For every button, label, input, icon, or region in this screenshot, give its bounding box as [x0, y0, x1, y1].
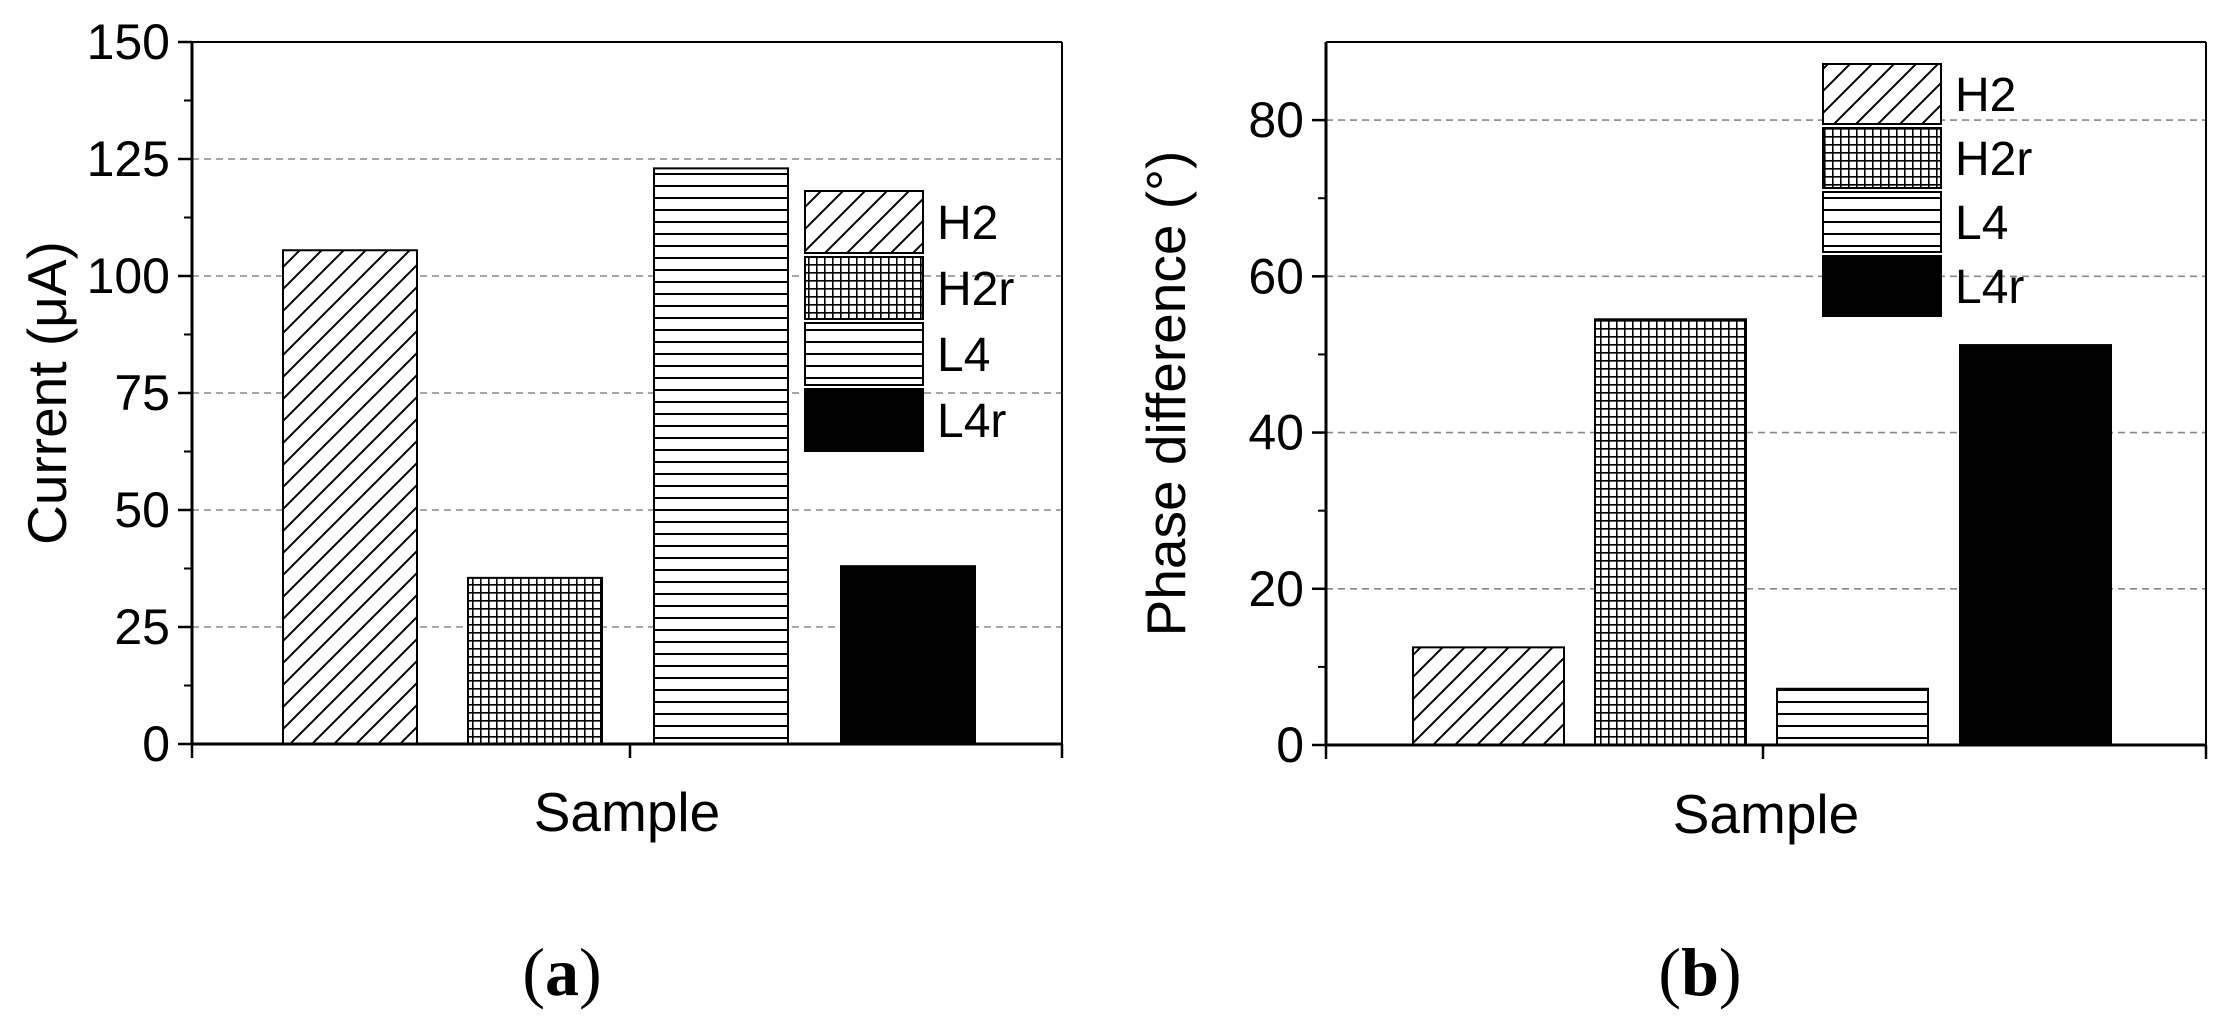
chart-b-y-tick-label: 80 [1248, 92, 1304, 148]
chart-a-bar-l4 [653, 167, 789, 746]
chart-a-legend-label-h2r: H2r [937, 263, 1014, 316]
chart-a-legend-label-h2: H2 [937, 197, 998, 250]
chart-b-panel-label: (b) [1658, 934, 1741, 1010]
chart-a-legend-label-l4r: L4r [937, 395, 1006, 448]
chart-b-y-tick-label: 60 [1248, 248, 1304, 304]
chart-b-bar-h2 [1412, 646, 1565, 746]
chart-a-y-tick-label: 50 [114, 482, 170, 538]
chart-a-legend-swatch-l4r [804, 388, 924, 452]
chart-a-panel-label: (a) [522, 934, 601, 1010]
chart-b-y-tick-label: 20 [1248, 561, 1304, 617]
chart-b-bar-h2r [1594, 318, 1747, 746]
chart-a-y-tick-label: 0 [142, 716, 170, 772]
chart-a-y-tick-label: 100 [87, 248, 170, 304]
chart-b-bar-l4 [1776, 687, 1929, 747]
chart-a-legend-swatch-h2 [804, 190, 924, 254]
chart-b-legend-label-l4r: L4r [1955, 261, 2024, 314]
chart-b-legend-label-l4: L4 [1955, 197, 2008, 250]
chart-a-y-axis-title: Current (μA) [16, 241, 78, 545]
chart-a-legend-swatch-h2r [804, 256, 924, 320]
chart-b-legend-swatch-h2 [1822, 63, 1942, 125]
chart-a-y-tick-label: 75 [114, 365, 170, 421]
chart-b-legend-swatch-h2r [1822, 127, 1942, 189]
chart-a-legend-swatch-l4 [804, 322, 924, 386]
chart-a-y-tick-label: 25 [114, 599, 170, 655]
chart-b-bar-l4r [1959, 344, 2112, 746]
chart-a-y-tick-label: 125 [87, 131, 170, 187]
chart-b-legend-label-h2: H2 [1955, 69, 2016, 122]
chart-b-legend-swatch-l4r [1822, 255, 1942, 317]
chart-b-y-tick-label: 0 [1276, 717, 1304, 773]
chart-b-legend-swatch-l4 [1822, 191, 1942, 253]
chart-panel-b: 0 20 40 60 80 Phase difference (°) Sample H2 H2r… [1135, 41, 2208, 1010]
chart-b-legend-label-h2r: H2r [1955, 133, 2032, 186]
chart-panel-a: 0 25 50 75 100 125 150 Current (μA) Sample H2 H2r L… [16, 14, 1064, 1010]
chart-a-bar-l4r [840, 565, 976, 745]
chart-a-y-tick-label: 150 [87, 14, 170, 70]
chart-a-x-axis-title: Sample [534, 781, 720, 843]
chart-b-y-axis-title: Phase difference (°) [1135, 151, 1197, 637]
chart-b-y-tick-label: 40 [1248, 405, 1304, 461]
chart-a-bar-h2 [282, 249, 418, 745]
chart-b-x-axis-title: Sample [1673, 783, 1859, 845]
chart-a-bar-h2r [467, 576, 603, 745]
chart-a-legend-label-l4: L4 [937, 329, 990, 382]
